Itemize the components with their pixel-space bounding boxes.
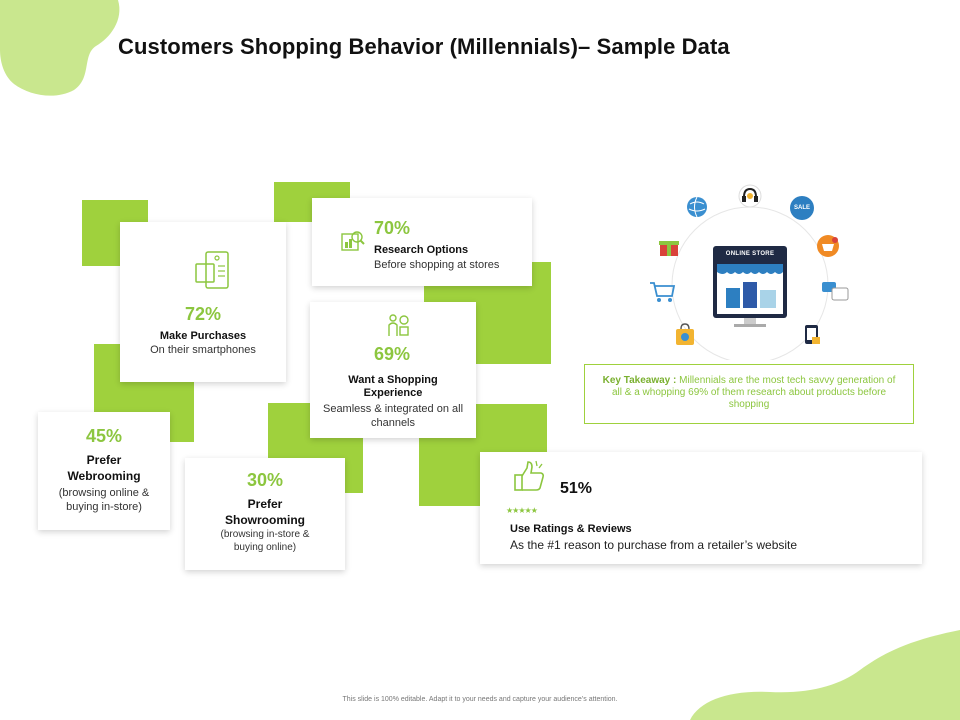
footer-note: This slide is 100% editable. Adapt it to… [342, 696, 618, 703]
webrooming-label: Prefer Webrooming [67, 453, 141, 483]
ratings-label: Use Ratings & Reviews [510, 523, 632, 535]
sale-tag-icon: SALE [790, 196, 814, 220]
ratings-sub: As the #1 reason to purchase from a reta… [510, 538, 798, 552]
globe-icon [687, 196, 707, 218]
monitor-icon: ONLINE STORE [712, 242, 788, 327]
page-title: Customers Shopping Behavior (Millennials… [118, 34, 730, 59]
showrooming-card: 30% Prefer Showrooming (browsing in-stor… [185, 458, 345, 570]
webrooming-percent: 45% [85, 426, 123, 446]
key-takeaway-box: Key Takeaway : Millennials are the most … [584, 364, 914, 424]
purchases-percent: 72% [184, 304, 222, 324]
purchases-sub: On their smartphones [150, 344, 256, 356]
webrooming-card: 45% Prefer Webrooming (browsing online &… [38, 412, 170, 530]
research-sub: Before shopping at stores [374, 259, 500, 271]
top-left-blob [0, 0, 120, 96]
experience-percent: 69% [374, 344, 411, 364]
experience-card: 69% Want a Shopping Experience Seamless … [310, 302, 476, 438]
takeaway-heading: Key Takeaway : [602, 375, 677, 386]
showrooming-label: Prefer Showrooming [225, 497, 305, 527]
bottom-right-blob [690, 630, 960, 720]
research-card: 70% Research Options Before shopping at … [312, 198, 532, 286]
thumbs-up-icon [514, 460, 545, 491]
rating-stars: ★★★★★ [506, 506, 538, 515]
experience-sub: Seamless & integrated on all channels [322, 403, 464, 429]
smartphone-shopping-icon [195, 251, 229, 289]
experience-label: Want a Shopping Experience [348, 374, 438, 399]
store-sign: ONLINE STORE [725, 251, 775, 257]
purchases-card: 72% Make Purchases On their smartphones [120, 222, 286, 382]
ratings-card: 51% ★★★★★ Use Ratings & Reviews As the #… [480, 452, 922, 564]
tablet-icon [805, 325, 820, 344]
basket-icon [817, 235, 839, 257]
shopper-icon [388, 314, 409, 336]
online-store-illustration: ONLINE STORE SALE [640, 180, 860, 360]
ratings-percent: 51% [560, 480, 593, 497]
shopping-bag-icon [676, 323, 694, 345]
showrooming-sub: (browsing in-store & buying online) [220, 529, 310, 553]
showrooming-percent: 30% [246, 470, 284, 490]
research-icon [341, 231, 365, 251]
takeaway-text: Millennials are the most tech savvy gene… [611, 375, 896, 410]
webrooming-sub: (browsing online & buying in-store) [58, 487, 150, 513]
cart-icon [650, 282, 676, 302]
research-label: Research Options [374, 244, 469, 256]
gift-icon [659, 241, 679, 256]
research-percent: 70% [374, 218, 411, 238]
purchases-label: Make Purchases [159, 330, 247, 342]
chat-icon [822, 282, 849, 301]
headset-icon [738, 184, 762, 208]
